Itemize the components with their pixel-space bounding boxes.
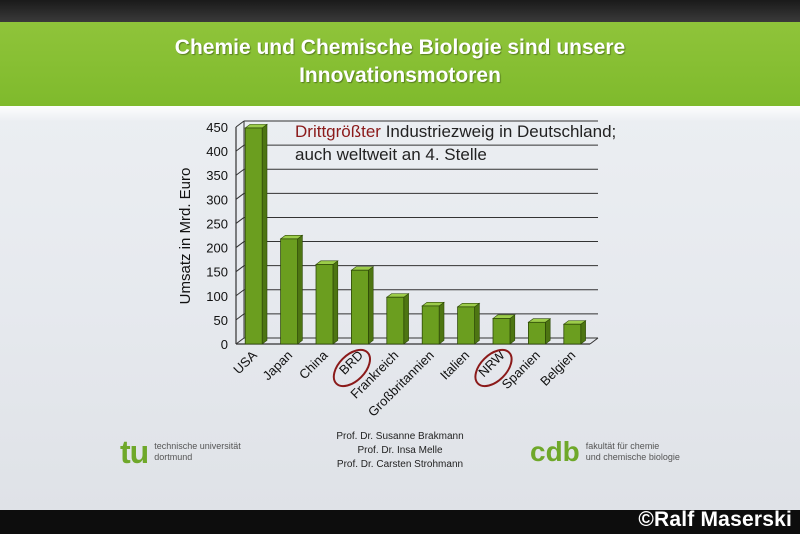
x-tick-label: Japan [260,348,296,384]
grid-diagonal [235,313,245,321]
bar-side [580,320,586,345]
floor-edge [589,337,599,345]
grid-diagonal [235,192,245,200]
bar [492,318,511,345]
grid-diagonal [235,337,245,345]
y-tick-label: 50 [214,313,228,328]
cdb-logo-caption-line-1: fakultät für chemie [585,441,660,451]
slide-title-line-2: Innovationsmotoren [299,64,501,87]
grid-diagonal [235,241,245,248]
y-tick-label: 0 [221,337,228,352]
x-tick-label: Belgien [537,348,578,389]
slide-subtitle: Drittgrößter Industriezweig in Deutschla… [295,120,715,166]
y-tick-label: 300 [206,192,228,207]
author-2: Prof. Dr. Insa Melle [357,445,443,456]
bar-side [474,302,480,345]
bar [280,238,298,345]
subtitle-highlight: Drittgrößter [295,122,381,141]
y-tick-label: 250 [206,216,228,231]
bar [386,296,405,345]
bar [528,321,546,345]
y-tick-label: 350 [206,168,228,183]
bar-side [297,234,303,345]
cdb-logo-mark: cdb [530,436,580,467]
grid-diagonal [235,265,245,273]
photo-credit: ©Ralf Maserski [638,508,792,531]
tu-dortmund-logo: tu technische universität dortmund [120,436,241,468]
slide-title: Chemie und Chemische Biologie sind unser… [0,34,800,90]
bar-side [261,123,268,345]
tu-logo-caption-line-2: dortmund [154,452,193,462]
slide-title-line-1: Chemie und Chemische Biologie sind unser… [174,36,626,59]
bar [315,264,334,345]
x-tick-label: USA [230,347,260,377]
tu-logo-mark: tu [120,434,149,470]
subtitle-rest: Industriezweig in Deutschland; [380,122,617,141]
tu-logo-caption-line-1: technische universität [154,441,241,451]
y-tick-label: 450 [206,120,228,135]
subtitle-line-2: auch weltweit an 4. Stelle [295,145,487,164]
screen-top-edge [0,0,800,22]
cdb-logo-caption-line-2: und chemische biologie [585,452,680,462]
y-tick-label: 400 [206,144,228,159]
grid-diagonal [235,144,245,152]
title-band-fade [0,106,800,122]
bar-side [509,314,516,345]
y-axis-label: Umsatz in Mrd. Euro [177,168,194,305]
x-tick-label: Spanien [499,348,543,392]
grid-diagonal [235,217,245,224]
authors-block: Prof. Dr. Susanne Brakmann Prof. Dr. Ins… [300,430,500,472]
bar [457,306,475,345]
grid-diagonal [235,120,245,128]
tu-logo-caption: technische universität dortmund [154,441,241,463]
y-tick-label: 100 [206,289,228,304]
bar [351,269,369,345]
x-tick-label: Italien [437,348,472,383]
bar-side [332,260,339,345]
author-3: Prof. Dr. Carsten Strohmann [336,459,464,470]
cdb-logo-caption: fakultät für chemie und chemische biolog… [586,441,680,463]
bar-side [368,266,374,345]
grid-diagonal [235,289,245,297]
highlight-circle [332,348,371,388]
bar-side [403,293,409,345]
bar-chart: 0 50 100 150 200 250 300 350 400 450 Umsatz in Mrd… [177,120,599,392]
bar [563,323,582,345]
bar-side [545,318,551,345]
grid-diagonal [235,168,245,176]
x-tick-label: China [296,347,331,382]
highlight-circle [474,348,513,388]
projection-screen: Chemie und Chemische Biologie sind unser… [0,0,800,510]
y-tick-label: 150 [206,265,228,280]
bar-side [438,301,445,345]
title-band [0,22,800,106]
bar [244,127,263,345]
author-1: Prof. Dr. Susanne Brakmann [336,431,464,442]
cdb-logo: cdb fakultät für chemie und chemische bi… [530,438,680,466]
y-tick-label: 200 [206,241,228,256]
bar [421,305,440,345]
